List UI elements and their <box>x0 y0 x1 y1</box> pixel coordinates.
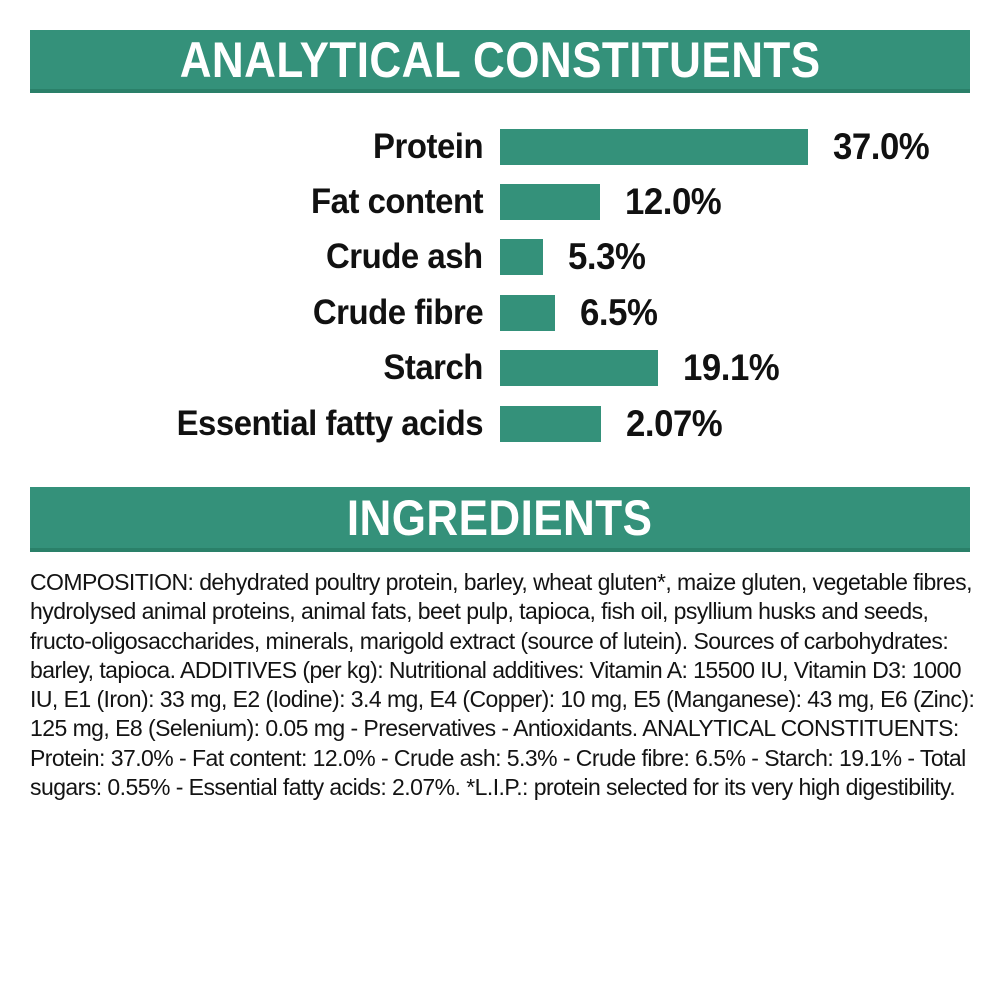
analytical-constituents-bar-chart: Protein 37.0% Fat content 12.0% Crude ash 5.3… <box>30 119 970 451</box>
chart-value-label: 5.3% <box>568 236 650 278</box>
chart-row: Crude ash 5.3% <box>30 230 970 285</box>
chart-value-label-text: 6.5% <box>580 291 658 333</box>
chart-value-label-text: 37.0% <box>833 125 930 167</box>
ingredients-header-band: INGREDIENTS <box>30 487 970 552</box>
chart-row: Essential fatty acids 2.07% <box>30 396 970 451</box>
chart-category-label: Essential fatty acids <box>30 404 500 444</box>
analytical-constituents-header-band: ANALYTICAL CONSTITUENTS <box>30 30 970 93</box>
chart-row: Fat content 12.0% <box>30 174 970 229</box>
chart-bar <box>500 294 555 331</box>
chart-category-label-text: Starch <box>383 348 483 388</box>
chart-row: Protein 37.0% <box>30 119 970 174</box>
chart-row: Starch 19.1% <box>30 341 970 396</box>
chart-value-label-text: 5.3% <box>568 236 646 278</box>
chart-value-label: 2.07% <box>626 403 728 445</box>
chart-bar <box>500 128 808 165</box>
chart-value-label-text: 19.1% <box>683 347 780 389</box>
chart-row: Crude fibre 6.5% <box>30 285 970 340</box>
chart-category-label: Starch <box>30 348 500 388</box>
chart-bar <box>500 184 600 221</box>
chart-category-label-text: Crude ash <box>326 237 483 277</box>
chart-category-label: Crude fibre <box>30 293 500 333</box>
chart-value-label: 37.0% <box>833 126 935 168</box>
chart-category-label: Protein <box>30 127 500 167</box>
chart-category-label-text: Crude fibre <box>312 292 484 332</box>
ingredients-title: INGREDIENTS <box>347 490 653 546</box>
chart-category-label: Crude ash <box>30 237 500 277</box>
composition-paragraph: COMPOSITION: dehydrated poultry protein,… <box>30 569 975 801</box>
chart-bar <box>500 239 543 276</box>
chart-value-label: 19.1% <box>683 347 785 389</box>
chart-value-label-text: 2.07% <box>626 402 723 444</box>
chart-value-label: 12.0% <box>625 181 727 223</box>
chart-value-label-text: 12.0% <box>625 181 722 223</box>
chart-value-label: 6.5% <box>580 292 662 334</box>
chart-bar <box>500 350 658 387</box>
chart-category-label-text: Fat content <box>310 182 484 222</box>
analytical-constituents-title: ANALYTICAL CONSTITUENTS <box>179 32 821 88</box>
chart-category-label: Fat content <box>30 182 500 222</box>
chart-category-label-text: Essential fatty acids <box>176 403 484 443</box>
chart-category-label-text: Protein <box>372 126 484 166</box>
chart-bar <box>500 405 601 442</box>
